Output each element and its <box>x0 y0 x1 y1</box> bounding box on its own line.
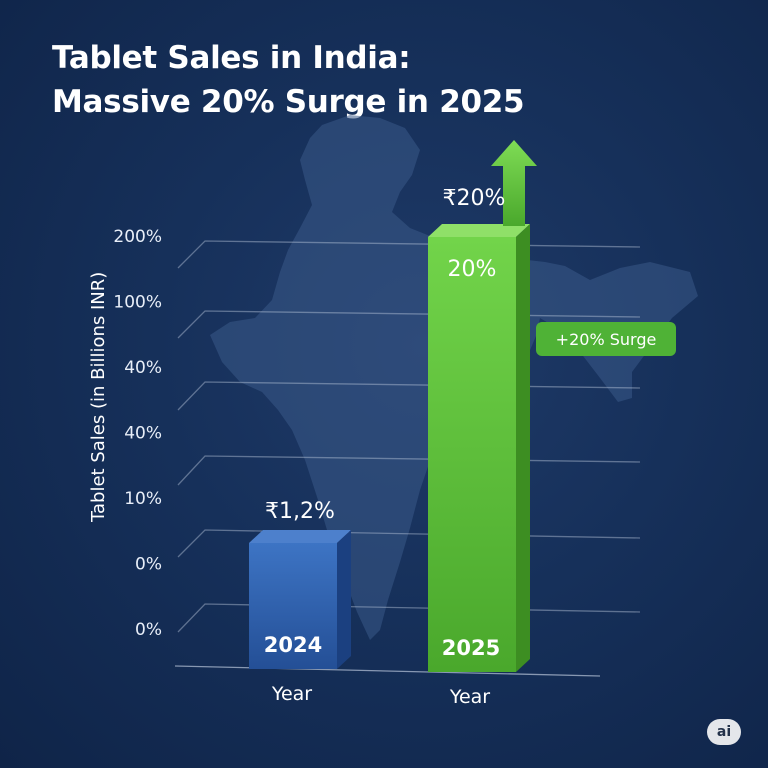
grid-line <box>177 529 641 558</box>
value-label-2025: ₹20% <box>443 186 506 211</box>
y-tick-label: 40% <box>124 424 162 444</box>
x-axis-line <box>174 665 601 677</box>
page-title: Tablet Sales in India: Massive 20% Surge… <box>52 36 712 124</box>
y-tick-label: 0% <box>135 555 162 575</box>
bar-inner-label-2025: 20% <box>448 257 497 282</box>
value-label-2024: ₹1,2% <box>265 499 335 524</box>
category-label-2025: 2025 <box>442 636 500 660</box>
y-tick-label: 100% <box>113 293 162 313</box>
bar-2024 <box>249 530 351 669</box>
bar-2025-top <box>428 224 530 237</box>
bar-2025-side <box>516 224 530 672</box>
y-tick-label: 10% <box>124 489 162 509</box>
category-label-2024: 2024 <box>264 633 322 657</box>
title-line-1: Tablet Sales in India: <box>52 40 411 76</box>
x-axis-label-1: Year <box>271 683 312 705</box>
bar-2024-top <box>249 530 351 543</box>
y-axis-title: Tablet Sales (in Billions INR) <box>88 272 109 523</box>
title-line-2: Massive 20% Surge in 2025 <box>52 84 525 120</box>
y-tick-label: 0% <box>135 620 162 640</box>
bar-2024-side <box>337 530 351 669</box>
x-axis-label-2: Year <box>449 686 490 708</box>
y-tick-label: 40% <box>124 358 162 378</box>
grid-line <box>177 603 641 633</box>
y-tick-labels: 200% 100% 40% 40% 10% 0% 0% <box>113 227 162 640</box>
bar-2025-front <box>428 237 516 672</box>
surge-callout-pill <box>536 322 676 356</box>
up-arrow-icon <box>491 140 537 226</box>
surge-callout: +20% Surge <box>536 322 676 356</box>
bar-2025 <box>428 224 530 672</box>
ai-badge: ai <box>707 719 741 745</box>
surge-callout-text: +20% Surge <box>556 330 657 349</box>
bar-2024-front <box>249 543 337 669</box>
y-tick-label: 200% <box>113 227 162 247</box>
